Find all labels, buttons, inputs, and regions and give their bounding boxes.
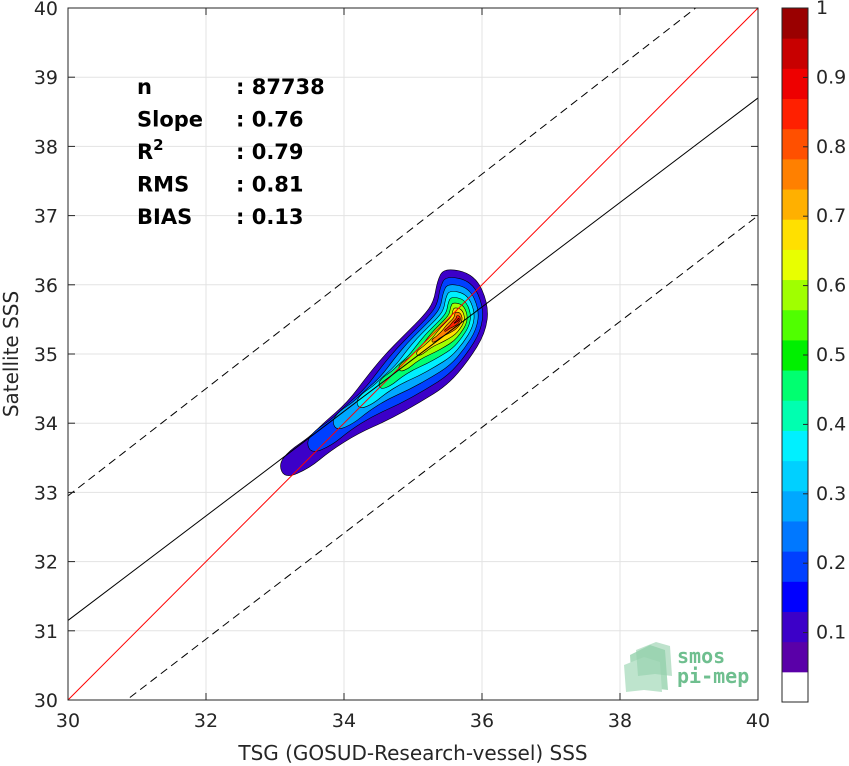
y-tick-label: 30	[34, 690, 58, 712]
y-tick-label: 40	[34, 0, 58, 20]
colorbar-segment	[782, 671, 808, 703]
logo-text-smos: smos	[677, 644, 725, 668]
stat-label: Slope	[137, 108, 203, 132]
colorbar-segment	[782, 279, 808, 311]
colorbar-tick-label: 0.5	[816, 344, 846, 366]
stat-label: n	[137, 75, 152, 99]
y-tick-label: 39	[34, 67, 58, 89]
smos-pimep-logo: smos pi-mep	[624, 642, 749, 692]
colorbar-segment	[782, 490, 808, 522]
colorbar-segment	[782, 98, 808, 130]
colorbar: 0.1 0.2 0.3 0.4 0.5 0.6 0.7 0.8 0.9 1	[781, 0, 846, 703]
colorbar-tick-label: 1	[816, 0, 828, 19]
colorbar-tick-label: 0.8	[816, 136, 846, 158]
y-axis-label: Satellite SSS	[0, 291, 23, 417]
colorbar-tick-label: 0.4	[816, 413, 846, 435]
colorbar-tick-label: 0.1	[816, 622, 846, 644]
colorbar-tick-label: 0.7	[816, 205, 846, 227]
colorbar-segment	[782, 460, 808, 492]
colorbar-segment	[782, 309, 808, 341]
colorbar-segment	[782, 400, 808, 431]
x-tick-label: 30	[56, 710, 80, 732]
contour-level	[444, 315, 461, 332]
colorbar-segment	[782, 38, 808, 69]
colorbar-segment	[782, 551, 808, 582]
colorbar-segment	[782, 158, 808, 190]
colorbar-segment	[782, 128, 808, 160]
x-tick-label: 36	[470, 710, 494, 732]
colorbar-segment	[782, 611, 808, 643]
colorbar-segment	[782, 219, 808, 250]
identity-line	[68, 8, 758, 700]
fit-line	[68, 97, 758, 621]
x-tick-label: 32	[194, 710, 218, 732]
y-tick-label: 38	[34, 136, 58, 158]
y-tick-label: 33	[34, 482, 58, 504]
stat-value: : 87738	[236, 75, 325, 99]
regression-lines	[68, 8, 758, 700]
stat-value: : 0.79	[236, 140, 304, 164]
colorbar-segment	[782, 520, 808, 552]
y-tick-label: 34	[34, 413, 58, 435]
colorbar-segment	[782, 8, 808, 39]
x-tick-label: 40	[746, 710, 770, 732]
stat-label: BIAS	[137, 205, 192, 229]
x-axis-label: TSG (GOSUD-Research-vessel) SSS	[237, 741, 587, 765]
y-tick-label: 32	[34, 552, 58, 574]
stat-value: : 0.76	[236, 108, 304, 132]
stat-label: RMS	[137, 173, 189, 197]
colorbar-tick-label: 0.9	[816, 66, 846, 88]
colorbar-tick-label: 0.2	[816, 552, 846, 574]
colorbar-segment	[782, 370, 808, 401]
lower-line	[125, 215, 758, 700]
colorbar-segment	[782, 68, 808, 100]
contour-level	[453, 317, 460, 324]
colorbar-tick-label: 0.6	[816, 275, 846, 297]
colorbar-segment	[782, 249, 808, 281]
x-tick-label: 34	[332, 710, 356, 732]
axis-ticks: 30 32 34 36 38 40 30 31 32 33 34 35 36 37 38 39 40	[34, 0, 770, 732]
y-tick-label: 37	[34, 206, 58, 228]
colorbar-tick-label: 0.3	[816, 483, 846, 505]
stat-label: R2	[137, 136, 164, 164]
colorbar-segment	[782, 189, 808, 220]
y-tick-label: 36	[34, 275, 58, 297]
logo-text-pimep: pi-mep	[677, 664, 749, 688]
x-tick-label: 38	[608, 710, 632, 732]
stat-value: : 0.81	[236, 173, 304, 197]
stats-box: n : 87738 Slope : 0.76 R2 : 0.79 RMS : 0.81 BIAS…	[137, 75, 325, 229]
y-tick-label: 31	[34, 621, 58, 643]
y-tick-label: 35	[34, 344, 58, 366]
stat-superscript: 2	[153, 136, 163, 154]
stat-value: : 0.13	[236, 205, 304, 229]
colorbar-segment	[782, 581, 808, 612]
grid	[67, 7, 759, 701]
upper-line	[68, 8, 697, 497]
colorbar-segment	[782, 430, 808, 462]
colorbar-segment	[782, 641, 808, 673]
